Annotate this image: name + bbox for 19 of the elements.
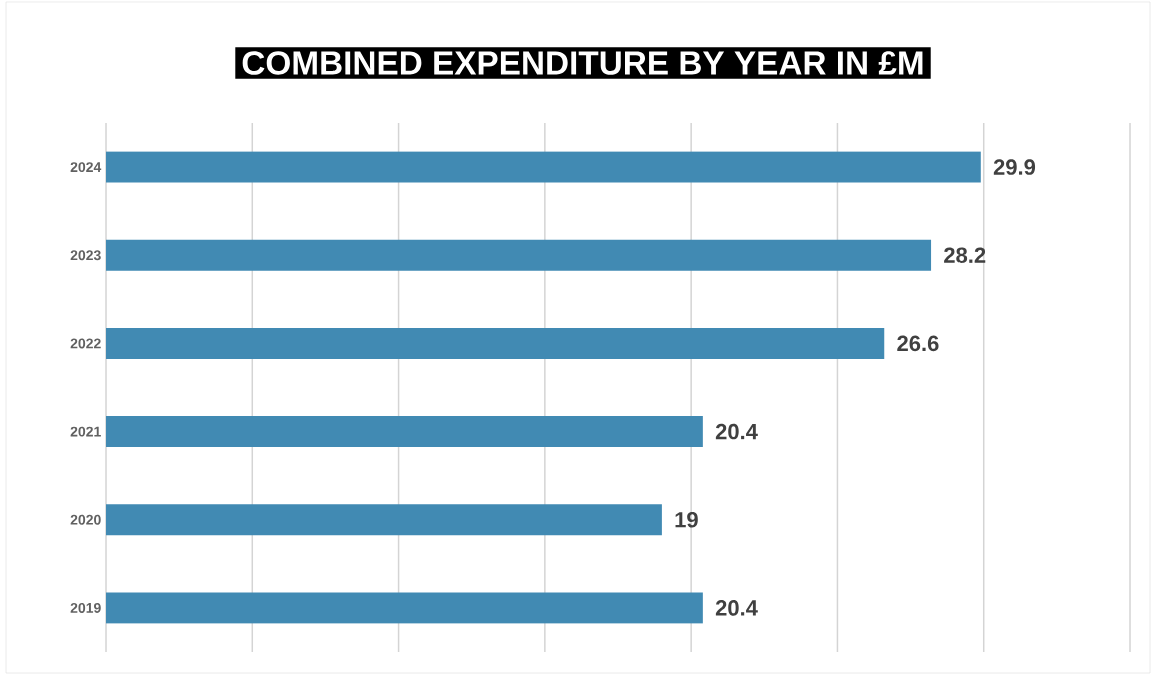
y-tick-label: 2020: [70, 514, 101, 525]
bar: [106, 151, 981, 183]
y-tick-label: 2023: [70, 250, 101, 261]
data-label: 20.4: [715, 423, 758, 440]
y-tick-label: 2024: [70, 162, 102, 173]
chart-title: COMBINED EXPENDITURE BY YEAR IN £M: [242, 51, 923, 75]
data-label: 29.9: [993, 159, 1036, 175]
data-label: 20.4: [715, 600, 758, 616]
bar: [106, 416, 703, 448]
bar: [106, 327, 885, 359]
bar: [106, 592, 703, 624]
y-tick-label: 2021: [70, 426, 101, 437]
bar: [106, 239, 932, 271]
y-tick-label: 2022: [70, 338, 101, 349]
data-label: 28.2: [944, 247, 986, 264]
bar: [106, 504, 662, 536]
y-tick-label: 2019: [70, 602, 101, 613]
data-label: 26.6: [897, 335, 939, 352]
data-label: 19: [675, 511, 698, 528]
